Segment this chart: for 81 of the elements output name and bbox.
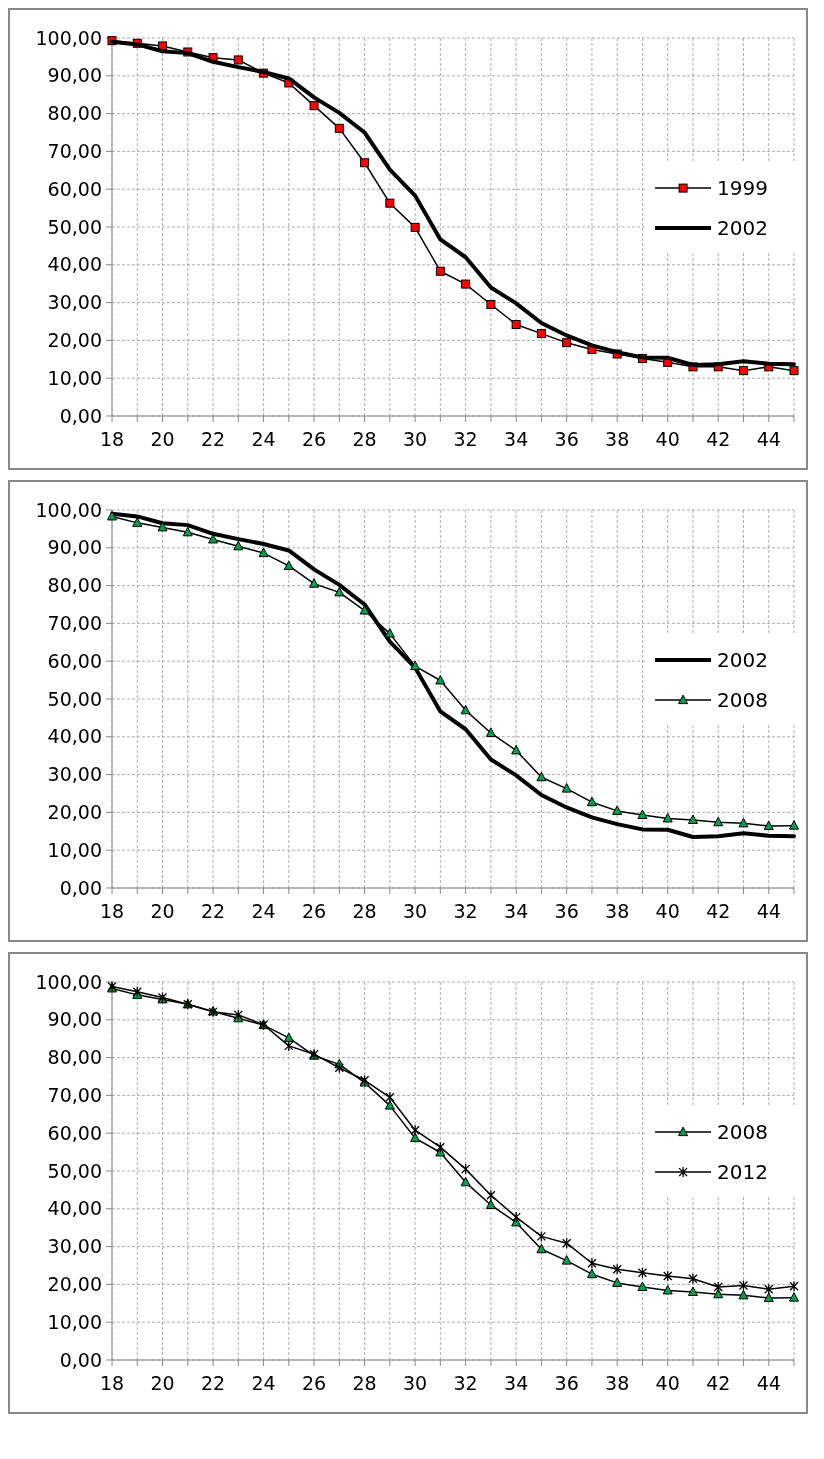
y-tick-label: 50,00 xyxy=(47,1159,102,1182)
y-tick-label: 30,00 xyxy=(47,763,102,786)
y-tick-label: 10,00 xyxy=(47,366,102,389)
legend-label: 1999 xyxy=(717,176,768,201)
x-tick-label: 28 xyxy=(352,900,377,922)
y-tick-label: 20,00 xyxy=(47,329,102,352)
x-tick-label: 38 xyxy=(605,900,630,922)
y-tick-label: 40,00 xyxy=(47,253,102,276)
y-tick-label: 30,00 xyxy=(47,291,102,314)
x-tick-label: 28 xyxy=(352,428,377,450)
y-tick-label: 20,00 xyxy=(47,801,102,824)
y-tick-label: 90,00 xyxy=(47,1008,102,1031)
x-tick-label: 32 xyxy=(453,428,478,450)
y-tick-label: 0,00 xyxy=(59,1348,102,1371)
y-tick-label: 10,00 xyxy=(47,838,102,861)
y-tick-label: 70,00 xyxy=(47,1084,102,1107)
y-tick-label: 0,00 xyxy=(59,404,102,427)
x-tick-label: 22 xyxy=(200,900,226,922)
x-tick-label: 32 xyxy=(453,1372,478,1394)
legend-label: 2012 xyxy=(717,1160,768,1185)
y-tick-label: 50,00 xyxy=(47,215,102,238)
x-tick-label: 36 xyxy=(554,428,579,450)
x-tick-label: 38 xyxy=(605,1372,630,1394)
y-tick-label: 60,00 xyxy=(47,177,102,200)
x-tick-label: 26 xyxy=(301,1372,327,1394)
y-tick-label: 60,00 xyxy=(47,649,102,672)
x-tick-label: 24 xyxy=(251,1372,276,1394)
y-tick-label: 80,00 xyxy=(47,102,102,125)
y-tick-label: 100,00 xyxy=(35,26,102,49)
x-tick-label: 44 xyxy=(756,428,781,450)
y-tick-label: 60,00 xyxy=(47,1121,102,1144)
x-tick-label: 30 xyxy=(403,1372,428,1394)
y-tick-label: 100,00 xyxy=(35,498,102,521)
y-tick-label: 30,00 xyxy=(47,1235,102,1258)
x-tick-label: 34 xyxy=(504,428,529,450)
x-tick-label: 44 xyxy=(756,900,781,922)
x-tick-label: 24 xyxy=(251,428,276,450)
x-tick-label: 24 xyxy=(251,900,276,922)
x-tick-label: 18 xyxy=(99,428,125,450)
x-tick-label: 18 xyxy=(99,1372,125,1394)
x-tick-label: 44 xyxy=(756,1372,781,1394)
y-tick-label: 70,00 xyxy=(47,612,102,635)
y-tick-label: 80,00 xyxy=(47,574,102,597)
x-tick-label: 20 xyxy=(150,900,175,922)
x-tick-label: 40 xyxy=(655,900,680,922)
x-tick-label: 38 xyxy=(605,428,630,450)
y-tick-label: 40,00 xyxy=(47,1197,102,1220)
legend-label: 2008 xyxy=(717,1120,768,1145)
legend-label: 2002 xyxy=(717,648,768,673)
x-tick-label: 36 xyxy=(554,1372,579,1394)
x-tick-label: 34 xyxy=(504,900,529,922)
x-tick-label: 28 xyxy=(352,1372,377,1394)
x-tick-label: 42 xyxy=(706,428,731,450)
y-tick-label: 80,00 xyxy=(47,1046,102,1069)
x-tick-label: 20 xyxy=(150,428,175,450)
y-tick-label: 40,00 xyxy=(47,725,102,748)
y-tick-label: 0,00 xyxy=(59,876,102,899)
y-tick-label: 20,00 xyxy=(47,1273,102,1296)
x-tick-label: 36 xyxy=(554,900,579,922)
legend-label: 2008 xyxy=(717,688,768,713)
x-tick-label: 32 xyxy=(453,900,478,922)
y-tick-label: 90,00 xyxy=(47,536,102,559)
x-tick-label: 26 xyxy=(301,428,327,450)
y-tick-label: 70,00 xyxy=(47,140,102,163)
y-tick-label: 50,00 xyxy=(47,687,102,710)
x-tick-label: 22 xyxy=(200,1372,226,1394)
x-tick-label: 42 xyxy=(706,1372,731,1394)
legend-label: 2002 xyxy=(717,216,768,241)
y-tick-label: 100,00 xyxy=(35,970,102,993)
x-tick-label: 18 xyxy=(99,900,125,922)
x-tick-label: 30 xyxy=(403,428,428,450)
y-tick-label: 90,00 xyxy=(47,64,102,87)
x-tick-label: 22 xyxy=(200,428,226,450)
y-tick-label: 10,00 xyxy=(47,1310,102,1333)
x-tick-label: 42 xyxy=(706,900,731,922)
x-tick-label: 34 xyxy=(504,1372,529,1394)
x-tick-label: 30 xyxy=(403,900,428,922)
x-tick-label: 20 xyxy=(150,1372,175,1394)
x-tick-label: 26 xyxy=(301,900,327,922)
x-tick-label: 40 xyxy=(655,1372,680,1394)
x-tick-label: 40 xyxy=(655,428,680,450)
